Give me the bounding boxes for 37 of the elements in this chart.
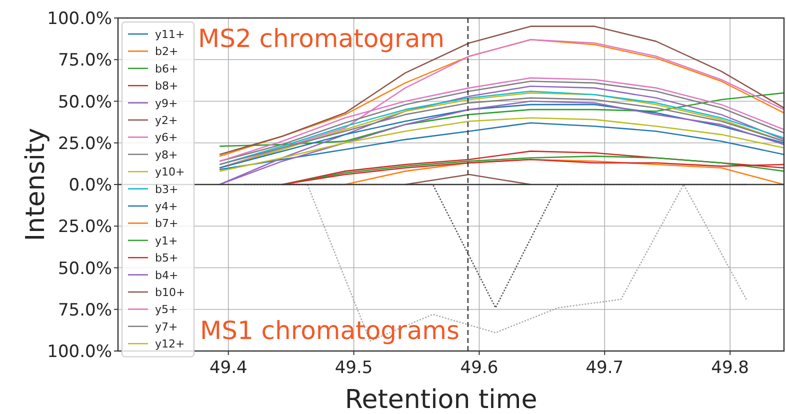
y-tick-label: 100.0% <box>47 342 112 362</box>
x-tick-label: 49.7 <box>586 358 624 378</box>
y-tick-label: 25.0% <box>58 134 112 154</box>
legend-label: b7+ <box>155 217 178 230</box>
x-tick-label: 49.6 <box>460 358 498 378</box>
legend-label: b6+ <box>155 62 178 76</box>
legend-label: y12+ <box>155 338 185 351</box>
x-tick-label: 49.8 <box>711 358 749 378</box>
y-tick-label: 100.0% <box>47 9 112 29</box>
legend-label: b2+ <box>155 45 178 58</box>
legend-label: y10+ <box>155 166 185 179</box>
legend-label: y5+ <box>155 303 178 316</box>
y-tick-label: 50.0% <box>58 258 112 279</box>
legend-label: y9+ <box>155 96 178 110</box>
legend-label: y2+ <box>155 114 178 127</box>
y-tick-label: 75.0% <box>58 300 112 320</box>
legend-label: b8+ <box>155 80 178 93</box>
x-tick-label: 49.5 <box>334 358 373 378</box>
annotation: MS1 chromatograms <box>200 316 460 345</box>
legend-label: y11+ <box>155 28 185 41</box>
legend-label: y7+ <box>155 320 178 334</box>
x-axis-title: Retention time <box>344 385 538 414</box>
legend-label: b5+ <box>155 252 178 265</box>
legend-label: y8+ <box>155 148 178 162</box>
legend-label: y4+ <box>155 200 178 213</box>
legend-label: b10+ <box>155 286 186 299</box>
y-tick-label: 50.0% <box>58 92 112 112</box>
y-tick-label: 25.0% <box>58 217 112 238</box>
legend-label: b4+ <box>155 268 178 282</box>
legend-label: y6+ <box>155 131 178 144</box>
y-tick-label: 75.0% <box>58 50 112 71</box>
annotation: MS2 chromatogram <box>198 24 444 53</box>
x-tick-label: 49.4 <box>209 358 248 378</box>
y-axis-title: Intensity <box>21 128 51 242</box>
legend-label: b3+ <box>155 182 178 196</box>
y-tick-label: 0.0% <box>68 176 112 196</box>
legend-label: y1+ <box>155 234 178 248</box>
